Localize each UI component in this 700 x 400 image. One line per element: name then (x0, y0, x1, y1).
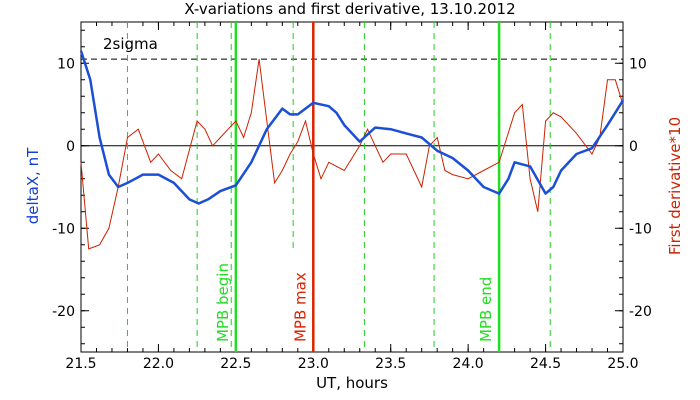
event-label: MPB begin (214, 263, 232, 342)
y-tick-label-left: 10 (57, 56, 75, 72)
y-tick-label-right: -10 (629, 221, 652, 237)
y-axis-label-right: First derivative*10 (666, 117, 684, 255)
y-tick-label-right: -20 (629, 304, 652, 320)
x-tick-label: 22.0 (143, 356, 174, 372)
plot-frame (80, 21, 624, 353)
y-tick-label-left: -10 (52, 221, 75, 237)
y-tick-label-left: 0 (66, 139, 75, 155)
y-axis-label-left: deltaX, nT (24, 147, 42, 224)
threshold-label: 2sigma (103, 35, 158, 53)
y-tick-label-right: 0 (629, 139, 638, 155)
x-tick-label: 23.0 (298, 356, 329, 372)
x-tick-label: 24.5 (530, 356, 561, 372)
event-label: MPB end (477, 277, 495, 342)
x-tick-label: 21.5 (65, 356, 96, 372)
x-tick-label: 22.5 (220, 356, 251, 372)
x-axis-label: UT, hours (316, 374, 388, 392)
derivative-line (80, 59, 624, 250)
x-tick-label: 24.0 (453, 356, 484, 372)
x-tick-label: 25.0 (607, 356, 638, 372)
plot-area: 21.5 22.0 22.5 23.0 23.5 24.0 24.5 25.0 -20 -20 -1… (52, 21, 652, 372)
x-tick-label: 23.5 (375, 356, 406, 372)
event-label: MPB max (291, 272, 309, 342)
deltax-line (79, 50, 625, 205)
y-tick-label-left: -20 (52, 304, 75, 320)
chart-title: X-variations and first derivative, 13.10… (184, 0, 515, 18)
y-tick-label-right: 10 (629, 56, 647, 72)
